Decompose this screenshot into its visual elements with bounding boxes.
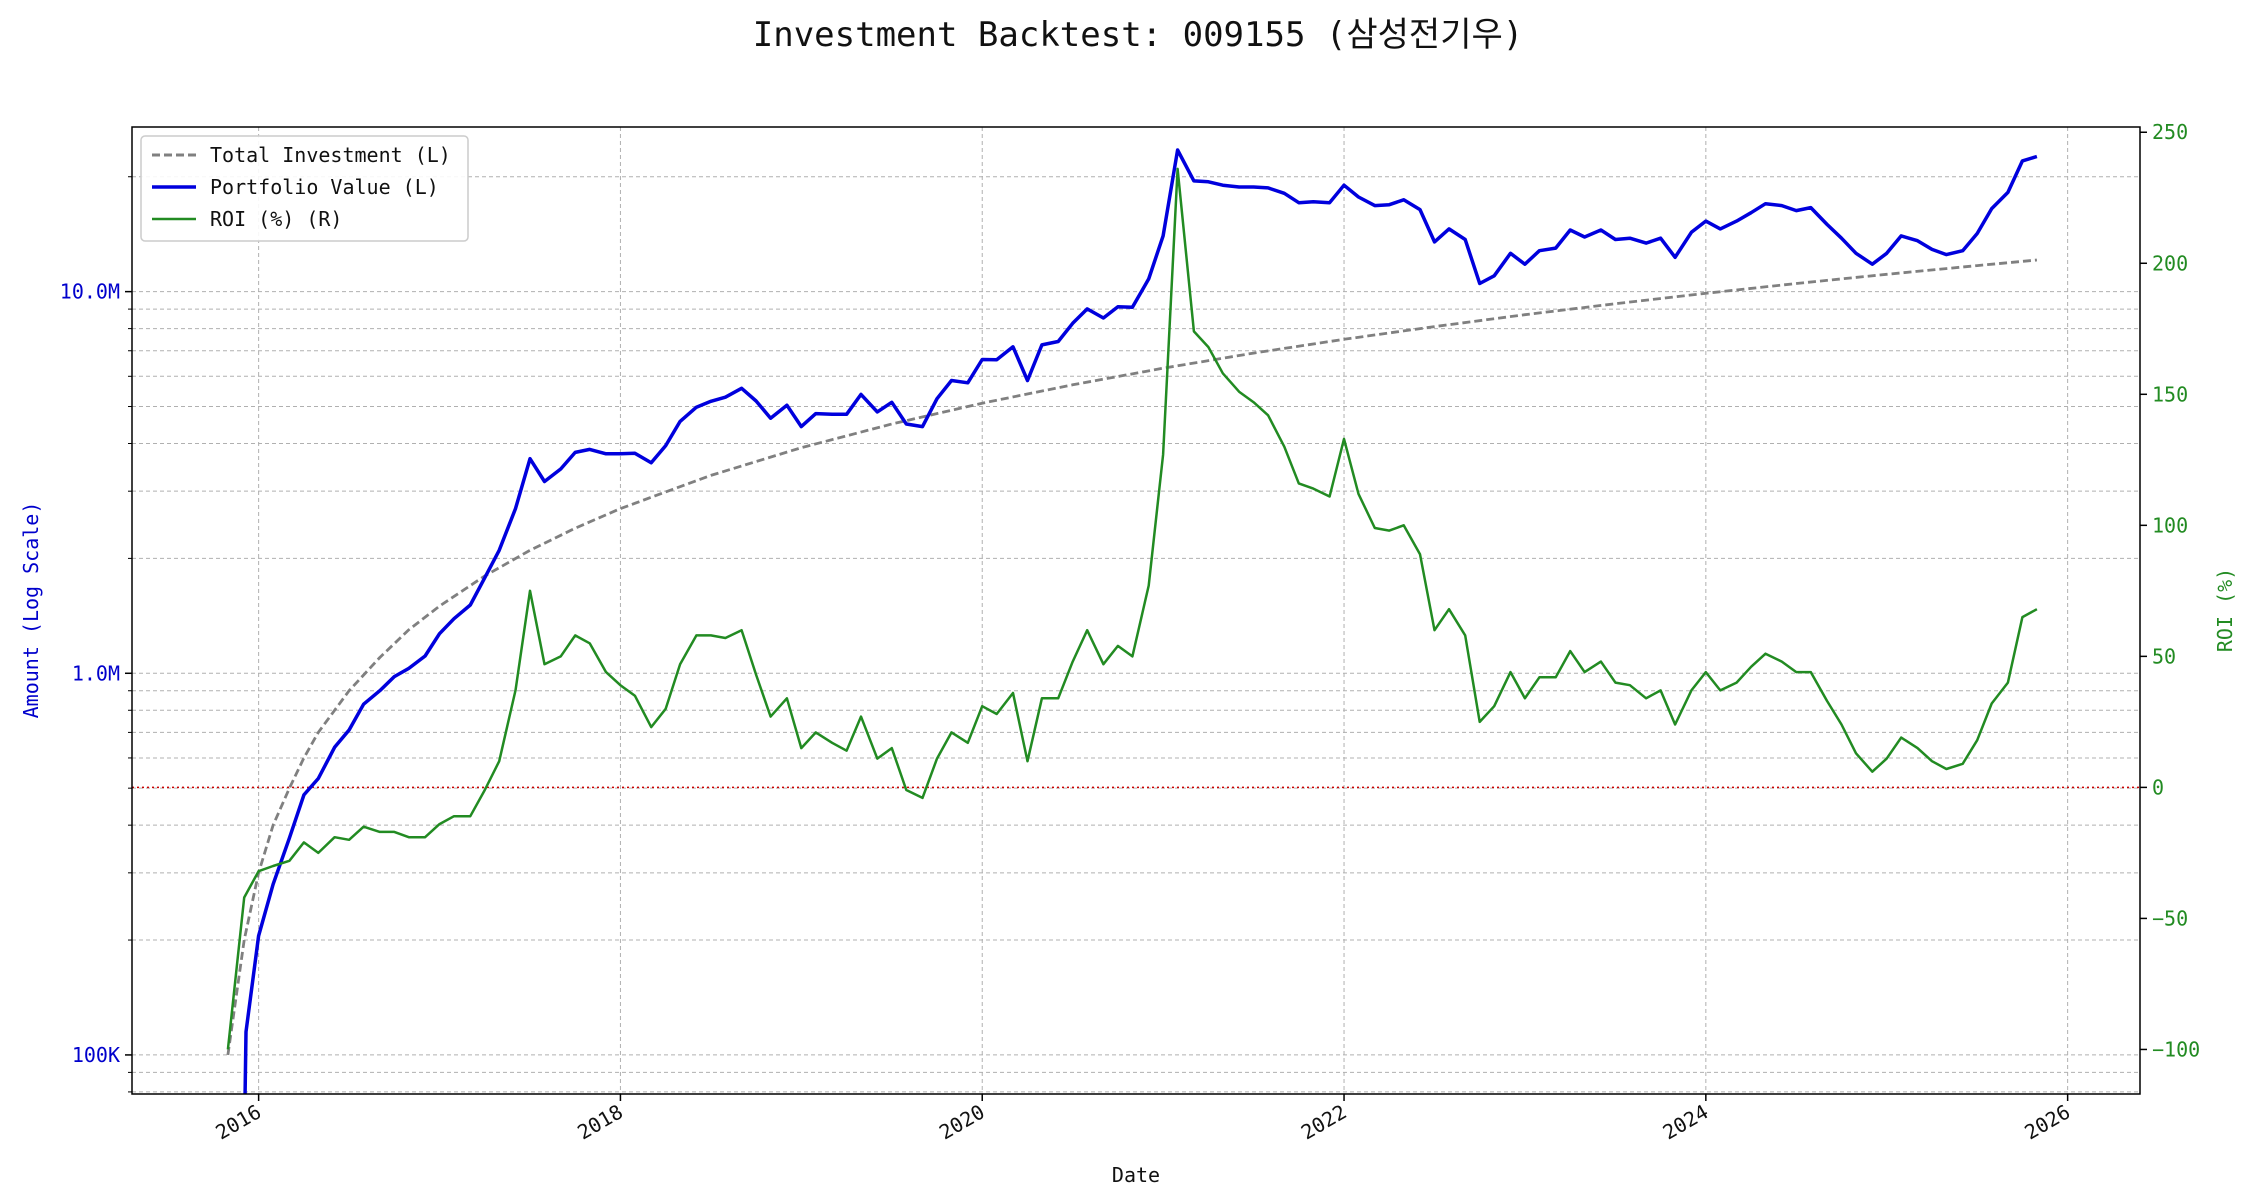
x-axis-label: Date xyxy=(1112,1163,1160,1187)
left-tick-label-0: 100K xyxy=(72,1043,120,1067)
left-y-axis: 100K 1.0M 10.0M xyxy=(60,176,132,1093)
right-tick-label-4: 100 xyxy=(2152,513,2188,537)
right-tick-label-7: 250 xyxy=(2152,120,2188,144)
total-investment-line xyxy=(226,258,2038,1056)
x-tick-label-1: 2018 xyxy=(573,1100,627,1145)
left-tick-label-2: 10.0M xyxy=(60,280,120,304)
legend-label-total-investment: Total Investment (L) xyxy=(210,143,451,167)
right-tick-label-1: −50 xyxy=(2152,906,2188,930)
x-tick-label-3: 2022 xyxy=(1297,1100,1351,1145)
portfolio-value-line xyxy=(243,148,2038,1094)
chart-title: Investment Backtest: 009155 (삼성전기우) xyxy=(753,15,1524,55)
x-axis: 2016 2018 2020 2022 2024 2026 xyxy=(211,1094,2074,1144)
legend-label-portfolio-value: Portfolio Value (L) xyxy=(210,175,439,199)
roi-line xyxy=(226,167,2038,1050)
left-y-axis-label: Amount (Log Scale) xyxy=(19,502,43,719)
right-y-axis: −100 −50 0 50 100 150 200 250 xyxy=(2140,120,2200,1061)
right-tick-label-5: 150 xyxy=(2152,382,2188,406)
right-tick-label-0: −100 xyxy=(2152,1037,2200,1061)
right-tick-label-6: 200 xyxy=(2152,251,2188,275)
x-tick-label-4: 2024 xyxy=(1659,1100,1713,1145)
left-tick-label-1: 1.0M xyxy=(72,661,120,685)
right-y-axis-label: ROI (%) xyxy=(2213,568,2237,652)
x-tick-label-5: 2026 xyxy=(2020,1100,2074,1145)
series-lines xyxy=(226,148,2038,1094)
legend: Total Investment (L) Portfolio Value (L)… xyxy=(140,135,469,242)
right-tick-label-3: 50 xyxy=(2152,644,2176,668)
legend-box xyxy=(140,135,469,242)
legend-label-roi: ROI (%) (R) xyxy=(210,207,342,231)
right-tick-label-2: 0 xyxy=(2152,775,2164,799)
x-tick-label-2: 2020 xyxy=(935,1100,989,1145)
plot-frame xyxy=(131,126,2141,1095)
x-tick-label-0: 2016 xyxy=(211,1100,265,1145)
